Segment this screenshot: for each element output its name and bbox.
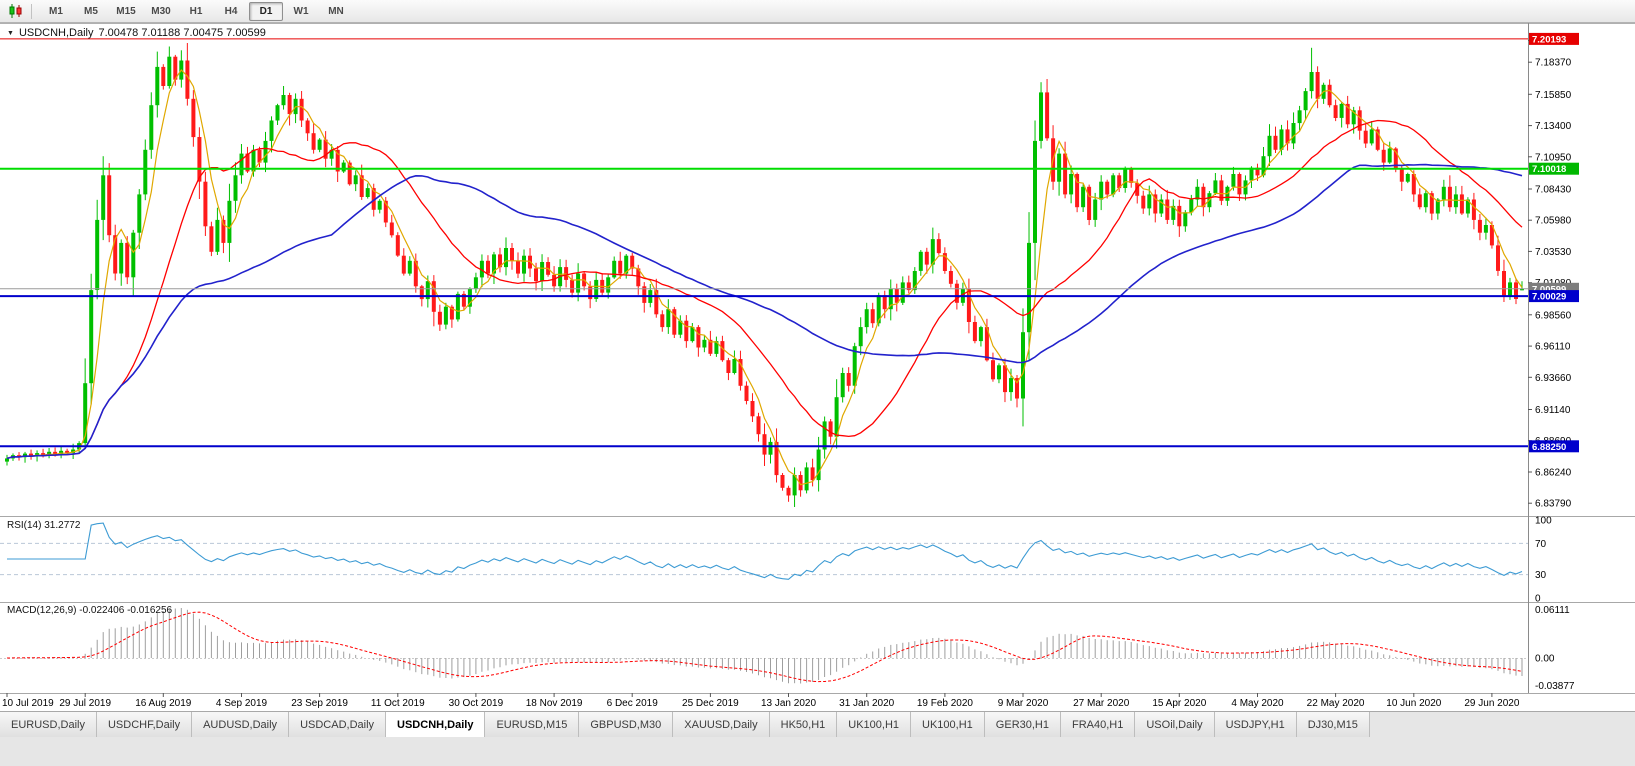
svg-text:6.88250: 6.88250: [1532, 442, 1566, 453]
chart-tab-fra40-h1[interactable]: FRA40,H1: [1061, 712, 1136, 737]
price-tag-6.88250: 6.88250: [1529, 440, 1579, 453]
svg-text:0.00: 0.00: [1535, 654, 1555, 665]
ma-20-line: [6, 119, 1523, 460]
svg-text:4 Sep 2019: 4 Sep 2019: [216, 698, 268, 709]
svg-text:10 Jun 2020: 10 Jun 2020: [1386, 698, 1441, 709]
chart-tab-hk50-h1[interactable]: HK50,H1: [769, 712, 838, 737]
svg-text:7.15850: 7.15850: [1535, 90, 1572, 101]
svg-text:7.20193: 7.20193: [1532, 34, 1566, 45]
collapse-triangle-icon[interactable]: ▼: [7, 29, 14, 37]
chart-tab-ger30-h1[interactable]: GER30,H1: [984, 712, 1061, 737]
chart-symbol-period: USDCNH,Daily: [18, 27, 94, 39]
svg-text:31 Jan 2020: 31 Jan 2020: [839, 698, 894, 709]
svg-text:16 Aug 2019: 16 Aug 2019: [135, 698, 192, 709]
svg-text:6.83790: 6.83790: [1535, 499, 1572, 510]
rsi-line: [7, 522, 1523, 580]
svg-text:10 Jul 2019: 10 Jul 2019: [2, 698, 54, 709]
svg-text:6 Dec 2019: 6 Dec 2019: [607, 698, 659, 709]
timeframe-button-w1[interactable]: W1: [293, 5, 309, 17]
price-tag-7.20193: 7.20193: [1529, 32, 1579, 45]
svg-text:7.08430: 7.08430: [1535, 185, 1572, 196]
chart-tab-usdcad-daily[interactable]: USDCAD,Daily: [289, 712, 387, 737]
macd-signal-line: [6, 611, 1523, 683]
svg-text:7.10950: 7.10950: [1535, 152, 1572, 163]
timeframe-button-mn[interactable]: MN: [328, 5, 344, 17]
candlestick-chart-icon[interactable]: [6, 3, 26, 20]
svg-text:11 Oct 2019: 11 Oct 2019: [371, 698, 425, 709]
macd-axis: 0.06111 0.00 -0.03877: [1535, 605, 1575, 692]
chart-tab-usdjpy-h1[interactable]: USDJPY,H1: [1214, 712, 1297, 737]
svg-text:100: 100: [1535, 516, 1552, 527]
timeframe-button-m15[interactable]: M15: [116, 5, 136, 17]
ma-55-line: [6, 163, 1523, 460]
price-tag-7.00029: 7.00029: [1529, 290, 1579, 303]
svg-text:0: 0: [1535, 594, 1541, 605]
macd-indicator-label: MACD(12,26,9) -0.022406 -0.016256: [7, 605, 173, 616]
chart-title: ▼ USDCNH,Daily 7.00478 7.01188 7.00475 7…: [7, 27, 266, 39]
chart-ohlc-quote: 7.00478 7.01188 7.00475 7.00599: [98, 27, 266, 39]
toolbar-separator: [31, 3, 32, 19]
svg-text:30 Oct 2019: 30 Oct 2019: [449, 698, 504, 709]
svg-text:9 Mar 2020: 9 Mar 2020: [998, 698, 1049, 709]
svg-text:-0.03877: -0.03877: [1535, 681, 1575, 692]
svg-text:0.06111: 0.06111: [1535, 605, 1570, 616]
svg-text:25 Dec 2019: 25 Dec 2019: [682, 698, 739, 709]
svg-text:23 Sep 2019: 23 Sep 2019: [291, 698, 348, 709]
timeframe-button-m1[interactable]: M1: [49, 5, 63, 17]
svg-text:6.93660: 6.93660: [1535, 373, 1572, 384]
chart-tab-usdcnh-daily[interactable]: USDCNH,Daily: [386, 712, 486, 737]
chart-tab-eurusd-daily[interactable]: EURUSD,Daily: [0, 712, 97, 737]
timeframe-button-h4[interactable]: H4: [224, 5, 238, 17]
timeframe-button-d1[interactable]: D1: [249, 1, 283, 21]
chart-tab-uk100-h1[interactable]: UK100,H1: [837, 712, 912, 737]
chart-tab-dj30-m15[interactable]: DJ30,M15: [1296, 712, 1370, 737]
svg-text:29 Jun 2020: 29 Jun 2020: [1464, 698, 1519, 709]
time-axis: 10 Jul 2019 29 Jul 2019 16 Aug 2019 4 Sep 2…: [2, 693, 1520, 709]
rsi-indicator-label: RSI(14) 31.2772: [7, 520, 81, 531]
svg-text:13 Jan 2020: 13 Jan 2020: [761, 698, 816, 709]
svg-text:4 May 2020: 4 May 2020: [1231, 698, 1284, 709]
timeframe-button-m5[interactable]: M5: [84, 5, 98, 17]
chart-tabs-bar: EURUSD,Daily USDCHF,Daily AUDUSD,Daily USDC…: [0, 711, 1635, 737]
svg-text:7.00029: 7.00029: [1532, 292, 1566, 303]
timeframe-button-m30[interactable]: M30: [151, 5, 171, 17]
ma-5-line: [6, 69, 1523, 486]
svg-text:7.00599: 7.00599: [1532, 284, 1566, 295]
chart-tab-uk100-h1[interactable]: UK100,H1: [911, 712, 985, 737]
svg-text:15 Apr 2020: 15 Apr 2020: [1152, 698, 1206, 709]
svg-text:6.91140: 6.91140: [1535, 405, 1571, 416]
svg-text:18 Nov 2019: 18 Nov 2019: [526, 698, 583, 709]
svg-text:6.96110: 6.96110: [1535, 342, 1571, 353]
timeframe-toolbar: M1 M5 M15 M30 H1 H4 D1 W1 MN: [0, 0, 1635, 23]
chart-tab-usdchf-daily[interactable]: USDCHF,Daily: [96, 712, 193, 737]
svg-text:6.98560: 6.98560: [1535, 310, 1572, 321]
svg-text:7.13400: 7.13400: [1535, 121, 1572, 132]
price-tag-7.10018: 7.10018: [1529, 162, 1579, 175]
timeframe-buttons: M1 M5 M15 M30 H1 H4 D1 W1 MN: [39, 1, 353, 21]
svg-text:30: 30: [1535, 570, 1547, 581]
svg-text:19 Feb 2020: 19 Feb 2020: [917, 698, 974, 709]
moving-averages-layer: [6, 69, 1523, 486]
chart-tab-audusd-daily[interactable]: AUDUSD,Daily: [192, 712, 290, 737]
svg-text:7.10018: 7.10018: [1532, 164, 1566, 175]
price-chart-canvas[interactable]: 7.200807.183707.158507.134007.109507.084…: [0, 23, 1635, 711]
bottom-filler: [0, 737, 1635, 766]
chart-tab-usoil-daily[interactable]: USOil,Daily: [1135, 712, 1215, 737]
svg-text:29 Jul 2019: 29 Jul 2019: [59, 698, 111, 709]
svg-text:70: 70: [1535, 539, 1547, 550]
svg-text:22 May 2020: 22 May 2020: [1307, 698, 1365, 709]
svg-text:6.86240: 6.86240: [1535, 468, 1572, 479]
svg-text:27 Mar 2020: 27 Mar 2020: [1073, 698, 1130, 709]
chart-tab-gbpusd-m30[interactable]: GBPUSD,M30: [579, 712, 674, 737]
svg-text:7.18370: 7.18370: [1535, 58, 1572, 69]
candlestick-chart-icon-glyph: [9, 4, 22, 18]
chart-background: [0, 23, 1635, 711]
svg-text:7.03530: 7.03530: [1535, 247, 1572, 258]
svg-text:7.05980: 7.05980: [1535, 216, 1572, 227]
chart-tab-xauusd-daily[interactable]: XAUUSD,Daily: [673, 712, 770, 737]
chart-tab-eurusd-m15[interactable]: EURUSD,M15: [485, 712, 580, 737]
timeframe-button-h1[interactable]: H1: [189, 5, 203, 17]
rsi-axis: 100 70 30 0: [1535, 516, 1552, 605]
